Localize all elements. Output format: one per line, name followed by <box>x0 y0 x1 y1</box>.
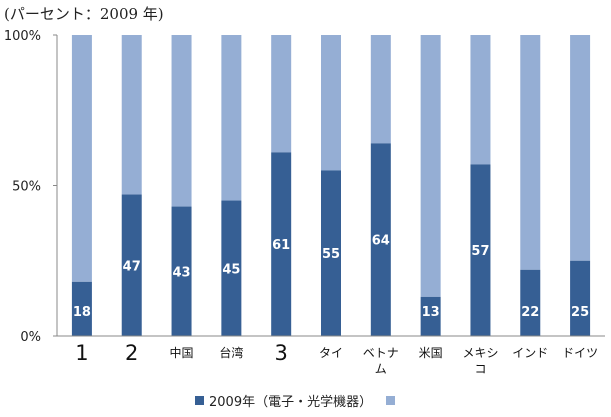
bar-value-label: 64 <box>372 234 390 249</box>
legend: 2009年（電子・光学機器） <box>195 391 400 410</box>
bar-segment-series1 <box>370 143 391 336</box>
bar-segment-rest <box>370 35 391 144</box>
bar-segment-series1 <box>570 260 591 336</box>
x-category-label: インド <box>512 346 548 360</box>
bar-segment-rest <box>71 35 92 282</box>
x-category-label: 3 <box>274 341 287 365</box>
y-tick-label: 50% <box>12 180 41 195</box>
unit-note: (パーセント：2009 年) <box>4 5 164 23</box>
legend-swatch-series2 <box>386 396 396 405</box>
bar-segment-rest <box>321 35 341 171</box>
x-category-label: 台湾 <box>219 345 243 360</box>
bar-segment-rest <box>121 35 142 195</box>
bar-segment-rest <box>420 35 441 297</box>
bar-segment-series1 <box>321 170 341 336</box>
bar-segment-series1 <box>470 164 491 336</box>
bar-value-label: 61 <box>272 238 290 253</box>
bar-value-label: 18 <box>73 305 91 320</box>
bar-value-label: 43 <box>172 265 190 280</box>
bar-segment-series1 <box>171 206 192 336</box>
x-category-label: タイ <box>319 346 343 360</box>
bar-value-label: 57 <box>471 244 489 259</box>
bar-segment-rest <box>221 35 242 201</box>
bar-value-label: 13 <box>422 305 440 320</box>
x-category-label: ドイツ <box>562 346 598 360</box>
x-category-label: 米国 <box>419 346 443 360</box>
x-category-label: メキシコ <box>462 346 498 376</box>
x-category-label: 1 <box>75 341 88 365</box>
x-category-label: ベトナム <box>363 346 399 376</box>
bar-segment-series1 <box>71 281 92 336</box>
legend-label-series1: 2009年（電子・光学機器） <box>209 395 373 410</box>
bar-segment-series1 <box>121 194 142 336</box>
bar-value-label: 22 <box>521 305 539 320</box>
bar-value-label: 25 <box>571 305 589 320</box>
bar-segment-series1 <box>271 152 292 336</box>
x-category-label: 2 <box>125 341 138 365</box>
bar-value-label: 55 <box>322 247 340 262</box>
bar-segment-series1 <box>221 200 242 336</box>
bar-value-label: 47 <box>123 259 141 274</box>
bar-segment-rest <box>470 35 491 165</box>
bar-segment-rest <box>171 35 192 207</box>
bar-segment-rest <box>271 35 292 153</box>
bar-value-label: 45 <box>222 262 240 277</box>
bar-segment-rest <box>520 35 541 270</box>
stacked-bar-chart: 0% 50% 100% 18 1 47 2 43 中国 45 台湾 61 3 55 タイ 64 ベトナム 13 米国… <box>4 29 605 376</box>
bar-segment-rest <box>570 35 591 261</box>
bar-segment-series1 <box>420 296 441 336</box>
x-category-label: 中国 <box>170 345 194 360</box>
y-tick-label: 0% <box>20 330 41 345</box>
y-tick-label: 100% <box>4 29 41 44</box>
bar-segment-series1 <box>520 269 541 336</box>
legend-swatch-series1 <box>195 396 204 405</box>
